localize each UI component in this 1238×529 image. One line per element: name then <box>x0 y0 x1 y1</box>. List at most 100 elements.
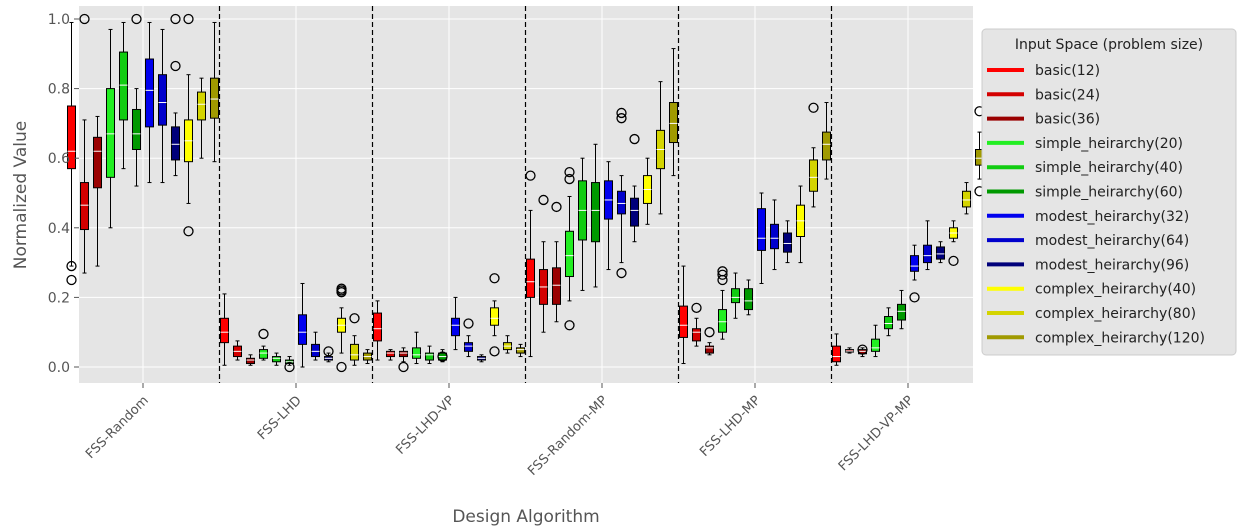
flier-point <box>349 313 360 324</box>
box-simple_heirarchy(20)-FSS-LHD-MP <box>717 266 728 340</box>
y-tick-label: 0.4 <box>48 221 70 237</box>
box-iqr <box>552 267 561 305</box>
box-modest_heirarchy(96)-FSS-LHD-MP <box>783 220 792 264</box>
box-modest_heirarchy(96)-FSS-Random <box>170 13 181 177</box>
box-iqr <box>386 350 395 358</box>
flier-point <box>808 102 819 113</box>
box-iqr <box>962 190 971 208</box>
box-basic(12)-FSS-Random-MP <box>525 170 536 358</box>
x-tick-label: FSS-Random <box>83 393 152 462</box>
flier-point <box>704 327 715 338</box>
box-iqr <box>692 328 701 342</box>
x-tick-label: FSS-LHD <box>255 393 305 443</box>
flier-point <box>183 226 194 237</box>
flier-point <box>323 346 334 357</box>
flier-point <box>79 13 90 25</box>
box-iqr <box>350 343 359 361</box>
box-simple_heirarchy(60)-FSS-Random-MP <box>591 143 600 288</box>
legend-label: complex_heirarchy(80) <box>1035 306 1196 322</box>
box-complex_heirarchy(40)-FSS-Random <box>183 13 194 237</box>
box-modest_heirarchy(64)-FSS-LHD <box>311 331 320 361</box>
flier-point <box>336 361 347 373</box>
flier-point <box>170 60 181 72</box>
legend-title: Input Space (problem size) <box>1015 37 1203 53</box>
box-iqr <box>158 74 167 126</box>
legend-item: modest_heirarchy(96) <box>987 257 1189 273</box>
flier-point <box>564 166 575 178</box>
box-iqr <box>220 317 229 344</box>
box-complex_heirarchy(120)-FSS-Random-MP <box>669 48 678 177</box>
box-modest_heirarchy(96)-FSS-LHD-VP-MP <box>936 241 945 264</box>
flier-point <box>284 361 295 373</box>
box-modest_heirarchy(32)-FSS-LHD-VP <box>451 296 460 351</box>
box-basic(12)-FSS-LHD-MP <box>679 265 688 365</box>
legend-label: basic(24) <box>1035 87 1100 103</box>
box-simple_heirarchy(20)-FSS-LHD-VP <box>412 331 421 365</box>
box-simple_heirarchy(40)-FSS-Random-MP <box>578 157 587 291</box>
box-complex_heirarchy(40)-FSS-Random-MP <box>643 157 652 225</box>
box-iqr <box>145 58 154 128</box>
box-simple_heirarchy(20)-FSS-LHD <box>258 328 269 361</box>
box-modest_heirarchy(96)-FSS-Random-MP <box>629 133 640 243</box>
box-modest_heirarchy(96)-FSS-LHD-VP <box>477 354 486 363</box>
box-basic(24)-FSS-Random-MP <box>538 194 549 333</box>
legend-item: complex_heirarchy(40) <box>987 282 1196 298</box>
box-iqr <box>923 244 932 264</box>
flier-point <box>183 13 194 25</box>
flier-point <box>691 302 702 313</box>
x-tick-label: FSS-LHD-VP <box>393 393 458 458</box>
box-iqr <box>936 246 945 260</box>
flier-point <box>717 266 728 277</box>
x-axis: FSS-Random FSS-LHD FSS-LHD-VP FSS-Random-MP… <box>83 383 917 479</box>
box-iqr <box>757 208 766 251</box>
flier-point <box>616 107 627 119</box>
box-basic(24)-FSS-LHD-VP-MP <box>845 347 854 354</box>
flier-point <box>616 113 627 124</box>
legend-item: simple_heirarchy(60) <box>987 185 1183 201</box>
legend-items: basic(12) basic(24) basic(36) simple_heirar… <box>987 63 1205 346</box>
box-simple_heirarchy(60)-FSS-LHD <box>284 356 295 373</box>
box-basic(36)-FSS-Random <box>93 115 102 267</box>
box-basic(24)-FSS-LHD-VP <box>386 349 395 361</box>
y-tick-label: 0.8 <box>48 82 70 98</box>
group-separators <box>218 6 833 383</box>
box-basic(24)-FSS-LHD <box>233 340 242 361</box>
box-complex_heirarchy(40)-FSS-LHD-VP <box>489 273 500 357</box>
box-iqr <box>311 343 320 358</box>
y-tick-label: 0.6 <box>48 151 70 167</box>
y-tick-label: 0.0 <box>48 360 70 376</box>
box-complex_heirarchy(40)-FSS-LHD-MP <box>796 185 805 264</box>
legend-frame <box>981 28 1237 356</box>
box-iqr <box>119 51 128 121</box>
box-iqr <box>399 350 408 358</box>
legend-label: simple_heirarchy(40) <box>1035 160 1183 176</box>
flier-point <box>463 318 474 329</box>
box-iqr <box>871 338 880 352</box>
box-complex_heirarchy(40)-FSS-LHD-VP-MP <box>948 220 959 267</box>
box-complex_heirarchy(80)-FSS-LHD <box>349 313 360 366</box>
box-iqr <box>80 182 89 231</box>
flier-point <box>66 260 77 272</box>
box-modest_heirarchy(96)-FSS-LHD <box>323 346 334 363</box>
y-tick-label: 0.2 <box>48 290 70 306</box>
box-basic(36)-FSS-Random-MP <box>551 201 562 323</box>
box-modest_heirarchy(64)-FSS-Random-MP <box>616 107 627 279</box>
flier-point <box>525 170 536 181</box>
legend-label: modest_heirarchy(64) <box>1035 233 1189 249</box>
box-simple_heirarchy(40)-FSS-LHD-VP <box>425 345 434 365</box>
box-modest_heirarchy(32)-FSS-Random <box>145 21 154 184</box>
box-iqr <box>630 197 639 227</box>
box-basic(12)-FSS-LHD-VP-MP <box>832 333 841 366</box>
box-modest_heirarchy(64)-FSS-LHD-MP <box>770 199 779 271</box>
box-simple_heirarchy(40)-FSS-LHD <box>272 352 281 366</box>
flier-point <box>909 292 920 303</box>
box-basic(12)-FSS-LHD <box>220 293 229 366</box>
box-iqr <box>210 77 219 119</box>
box-basic(36)-FSS-LHD-MP <box>704 327 715 356</box>
flier-point <box>398 361 409 373</box>
box-simple_heirarchy(20)-FSS-Random <box>106 28 115 229</box>
legend-item: basic(12) <box>987 63 1100 79</box>
flier-point <box>564 320 575 331</box>
legend-label: modest_heirarchy(32) <box>1035 209 1189 225</box>
legend-item: modest_heirarchy(32) <box>987 209 1189 225</box>
